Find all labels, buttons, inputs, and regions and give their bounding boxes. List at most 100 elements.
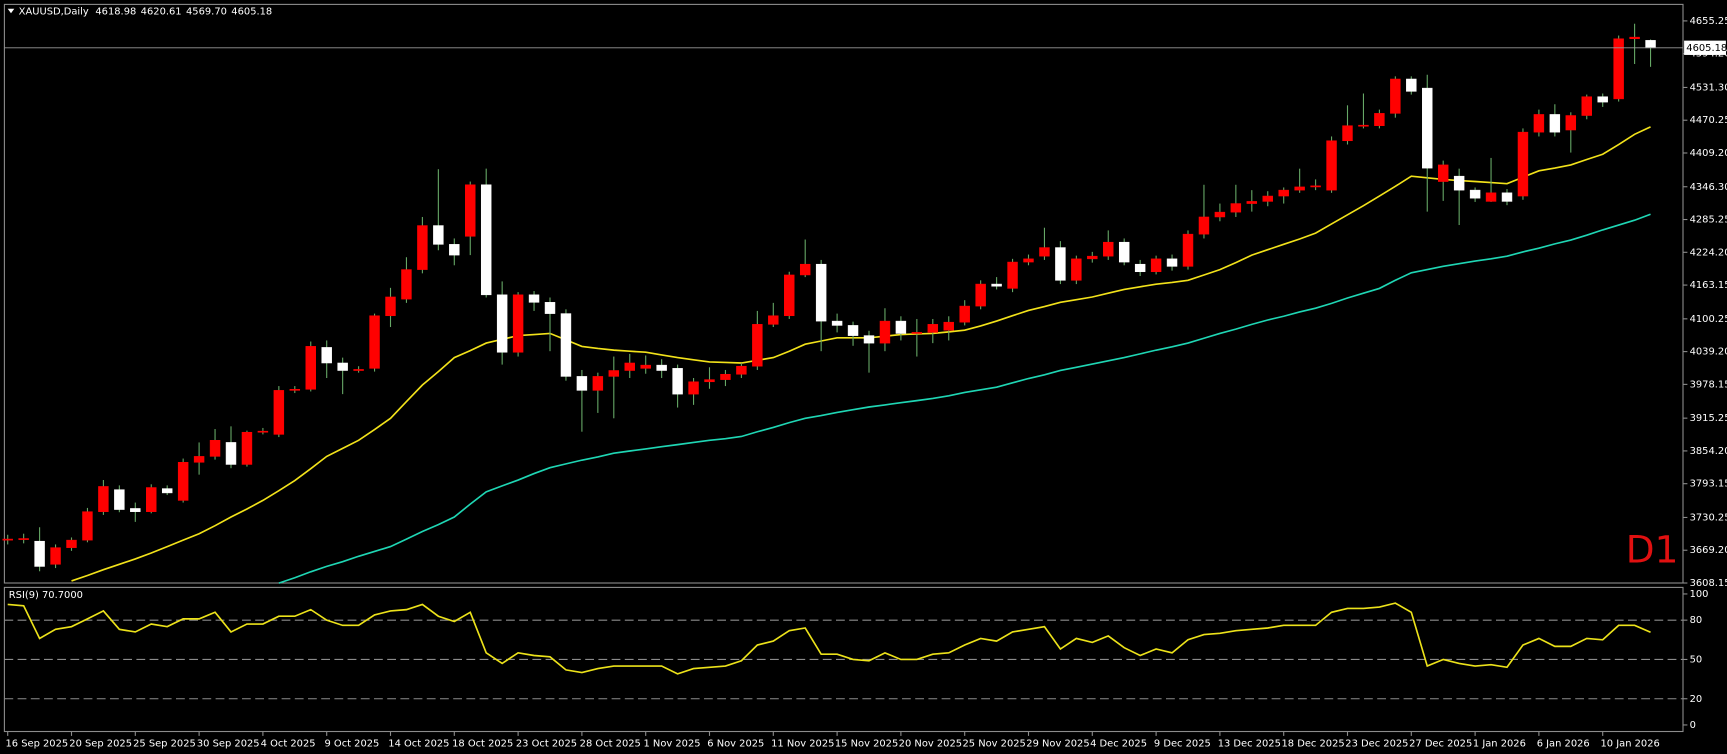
y-tick-label: 3669.20 [1690,545,1727,556]
candle-body [130,508,141,512]
candle-body [815,263,827,322]
candle-body [1262,195,1273,202]
candle-body [1469,189,1481,199]
candle-body [369,315,380,369]
candle-body [512,294,524,353]
y-tick-label: 4409.20 [1690,148,1727,159]
candle-body [1007,261,1018,289]
ohlc-low: 4569.70 [186,7,227,18]
candle-body [608,370,620,377]
candle-body [1166,258,1178,267]
candle-body [1182,233,1194,267]
x-tick-label: 18 Dec 2025 [1282,739,1345,750]
candle-body [1342,125,1353,142]
candle-body [1629,36,1640,40]
x-tick-label: 9 Oct 2025 [325,739,380,750]
candle-body [209,440,221,457]
x-tick-label: 25 Sep 2025 [133,739,196,750]
candle-body [1390,78,1401,114]
candle-body [1198,216,1210,235]
x-tick-label: 29 Nov 2025 [1026,739,1089,750]
candle-body [273,390,285,435]
candle-body [927,324,939,333]
x-tick-label: 20 Nov 2025 [899,739,962,750]
candle-body [1501,192,1513,202]
candle-body [1087,255,1098,260]
candle-body [1055,247,1066,281]
candle-body [1485,192,1497,202]
candle-body [560,313,572,377]
candle-body [752,324,763,367]
x-tick-label: 9 Dec 2025 [1154,739,1211,750]
candle-body [943,321,954,331]
y-tick-label: 4039.20 [1690,347,1727,358]
x-tick-label: 4 Dec 2025 [1090,739,1147,750]
y-tick-label: 3793.15 [1690,479,1727,490]
y-tick-label: 100 [1690,589,1709,600]
x-tick-label: 16 Sep 2025 [6,739,69,750]
candle-body [1406,78,1417,92]
candle-body [720,373,731,380]
candle-body [799,263,811,276]
candle-body [1278,189,1289,197]
candle-body [528,294,540,303]
candle-body [959,305,970,323]
x-tick-label: 18 Oct 2025 [452,739,513,750]
candle-body [2,538,13,541]
candle-body [1581,96,1592,116]
candle-body [34,540,45,567]
timeframe-label: D1 [1626,528,1679,572]
candle-body [768,315,779,325]
candle-body [1374,113,1385,126]
candle-body [911,332,923,334]
candle-body [193,456,205,463]
candle-body [1230,203,1242,213]
x-tick-label: 28 Oct 2025 [580,739,641,750]
candle-body [289,389,301,391]
candle-body [704,379,715,383]
y-tick-label: 50 [1690,654,1703,665]
candle-body [991,283,1002,287]
candle-body [225,442,237,465]
candle-body [576,376,588,391]
collapse-icon [7,8,15,14]
header: XAUUSD,Daily 4618.98 4620.61 4569.70 4605.18 [19,7,273,18]
candle-body [449,244,460,256]
x-tick-label: 15 Nov 2025 [835,739,898,750]
candle-body [656,364,667,371]
candle-body [1422,87,1433,169]
candle-body [879,320,891,344]
candle-body [895,320,907,334]
y-tick-label: 3978.15 [1690,379,1727,390]
candle-body [672,368,683,395]
candle-body [1437,164,1449,182]
y-tick-label: 4531.30 [1690,82,1727,93]
candle-body [847,325,859,336]
candle-body [18,538,29,540]
y-tick-label: 20 [1690,694,1703,705]
candle-body [1613,38,1624,100]
rsi-title: RSI(9) 70.7000 [9,590,83,601]
candle-body [82,511,93,541]
candle-body [640,364,651,369]
candle-body [1246,201,1258,204]
x-tick-label: 1 Nov 2025 [644,739,701,750]
price-tag [1684,40,1726,55]
candle-body [66,539,77,548]
candle-body [98,486,109,512]
y-tick-label: 4655.25 [1690,16,1727,27]
x-tick-label: 6 Jan 2026 [1537,739,1590,750]
candle-body [1118,241,1130,263]
x-tick-label: 6 Nov 2025 [707,739,764,750]
y-tick-label: 4100.25 [1690,314,1727,325]
candle-body [433,225,444,245]
y-tick-label: 3915.25 [1690,413,1727,424]
symbol: XAUUSD,Daily [19,7,89,18]
x-tick-label: 11 Nov 2025 [771,739,834,750]
moving-average [278,213,1651,584]
candle-body [353,369,364,371]
candle-body [975,283,986,307]
x-tick-label: 30 Sep 2025 [197,739,260,750]
